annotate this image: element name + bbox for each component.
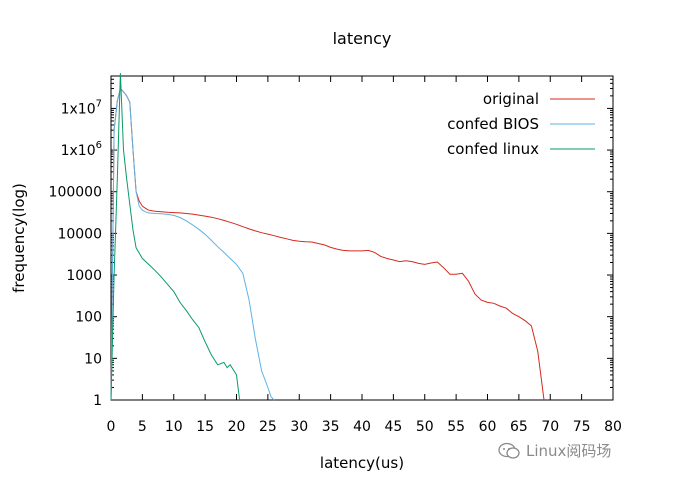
x-tick-label: 50 [416,419,434,435]
y-tick-label: 100000 [49,185,102,201]
legend-label: original [483,90,539,108]
x-tick-label: 40 [353,419,371,435]
series-line-original [110,87,545,401]
legend-label: confed BIOS [447,115,539,133]
chart-title: latency [333,29,392,48]
y-tick-label: 1000 [66,268,102,284]
x-tick-label: 55 [447,419,465,435]
x-tick-label: 45 [384,419,402,435]
x-tick-label: 25 [259,419,277,435]
x-tick-label: 5 [138,419,147,435]
y-tick-label: 100 [75,310,102,326]
x-tick-label: 60 [479,419,497,435]
legend: original confed BIOS confed linux [447,90,595,158]
x-tick-label: 35 [322,419,340,435]
x-tick-label: 30 [290,419,308,435]
y-axis: 1 10 100 1000 10000 100000 1x106 1x107 [49,75,613,409]
x-tick-label: 80 [604,419,622,435]
series-group [110,73,545,401]
series-line-confed-BIOS [110,87,275,401]
x-tick-label: 0 [107,419,116,435]
watermark: Linux阅码场 [498,440,611,461]
y-tick-label: 1x106 [61,140,102,159]
watermark-text: Linux阅码场 [526,442,612,460]
x-tick-label: 20 [228,419,246,435]
y-tick-label: 10 [84,351,102,367]
x-tick-label: 10 [165,419,183,435]
legend-label: confed linux [447,140,539,158]
y-tick-label: 1 [93,393,102,409]
x-tick-label: 75 [573,419,591,435]
y-tick-label: 10000 [57,226,102,242]
x-tick-label: 70 [541,419,559,435]
y-tick-label: 1x107 [61,98,102,117]
chat-bubble-icon [498,442,520,459]
y-axis-label: frequency(log) [10,183,28,293]
x-axis: 0 5 10 15 20 25 30 35 40 45 50 55 60 65 70 75 80 [107,76,622,435]
x-tick-label: 15 [196,419,214,435]
x-tick-label: 65 [510,419,528,435]
x-axis-label: latency(us) [320,454,404,472]
series-line-confed-linux [110,73,241,401]
